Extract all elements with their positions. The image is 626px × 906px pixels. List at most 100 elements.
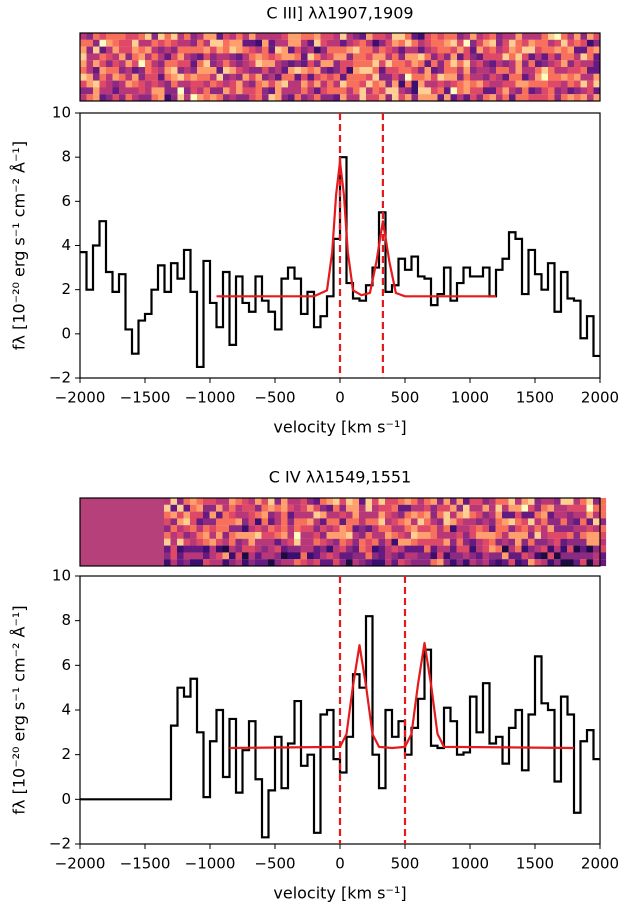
pixel [287, 504, 295, 512]
pixel [528, 80, 536, 88]
pixel [235, 552, 243, 560]
pixel [496, 67, 503, 74]
pixel [567, 94, 575, 102]
pixel [132, 80, 139, 88]
pixel [235, 532, 243, 539]
pixel [119, 67, 126, 74]
pixel [340, 94, 347, 102]
pixel [587, 33, 594, 40]
pixel [372, 80, 380, 88]
pixel [223, 73, 230, 81]
pixel [196, 552, 204, 560]
pixel [567, 532, 574, 539]
pixel [463, 94, 471, 102]
pixel [261, 525, 269, 533]
pixel [574, 46, 581, 54]
pixel [431, 39, 438, 47]
pixel [398, 518, 405, 526]
pixel [418, 67, 425, 74]
pixel [385, 53, 393, 61]
pixel [333, 94, 341, 102]
pixel [190, 518, 197, 526]
pixel [353, 80, 360, 88]
pixel [444, 60, 451, 68]
pixel [405, 80, 412, 88]
pixel [177, 538, 184, 546]
pixel [300, 504, 308, 512]
pixel [190, 67, 198, 74]
pixel [548, 60, 555, 68]
pixel [469, 511, 477, 519]
pixel [249, 60, 256, 68]
pixel [496, 60, 503, 68]
pixel [209, 545, 217, 553]
pixel [281, 511, 288, 519]
pixel [275, 39, 282, 47]
pixel [573, 538, 581, 546]
pixel [411, 60, 419, 68]
pixel [489, 504, 496, 512]
pixel [210, 87, 217, 95]
pixel [346, 559, 353, 567]
pixel [145, 39, 152, 47]
pixel [255, 67, 263, 74]
pixel [437, 39, 445, 47]
pixel [184, 87, 191, 95]
pixel [268, 33, 276, 40]
pixel [418, 87, 425, 95]
pixel [294, 498, 301, 505]
pixel [580, 498, 587, 505]
pixel [547, 552, 555, 560]
pixel [138, 87, 146, 95]
pixel [599, 498, 607, 505]
pixel [281, 504, 288, 512]
pixel [489, 73, 497, 81]
pixel [171, 73, 178, 81]
pixel [326, 504, 334, 512]
pixel [138, 53, 146, 61]
pixel [430, 498, 438, 505]
pixel [138, 60, 146, 68]
pixel [203, 559, 210, 567]
pixel [151, 53, 159, 61]
pixel [340, 39, 347, 47]
pixel [359, 60, 367, 68]
pixel [261, 559, 269, 567]
pixel [255, 525, 262, 533]
pixel [554, 39, 562, 47]
pixel [586, 532, 594, 539]
pixel [541, 559, 548, 567]
pixel [352, 559, 360, 567]
pixel [138, 67, 146, 74]
pixel [86, 53, 94, 61]
pixel [86, 39, 94, 47]
pixel [235, 559, 243, 567]
pixel [145, 80, 152, 88]
pixel [229, 552, 236, 560]
pixel [112, 73, 120, 81]
pixel [151, 80, 159, 88]
pixel [522, 33, 529, 40]
pixel [132, 87, 139, 95]
pixel [300, 518, 308, 526]
pixel [463, 498, 470, 505]
pixel [326, 545, 334, 553]
pixel [223, 33, 230, 40]
pixel [314, 46, 321, 54]
pixel [352, 525, 360, 533]
pixel [300, 511, 308, 519]
pixel [287, 559, 295, 567]
pixel [515, 94, 523, 102]
pixel [398, 80, 406, 88]
pixel [255, 518, 262, 526]
pixel [177, 53, 185, 61]
y-axis-label: fλ [10⁻²⁰ erg s⁻¹ cm⁻² Å⁻¹] [10, 141, 29, 350]
pixel [164, 504, 171, 512]
pixel [450, 60, 458, 68]
pixel [177, 39, 185, 47]
pixel [437, 46, 445, 54]
pixel [398, 53, 406, 61]
pixel [457, 73, 464, 81]
pixel [353, 53, 360, 61]
